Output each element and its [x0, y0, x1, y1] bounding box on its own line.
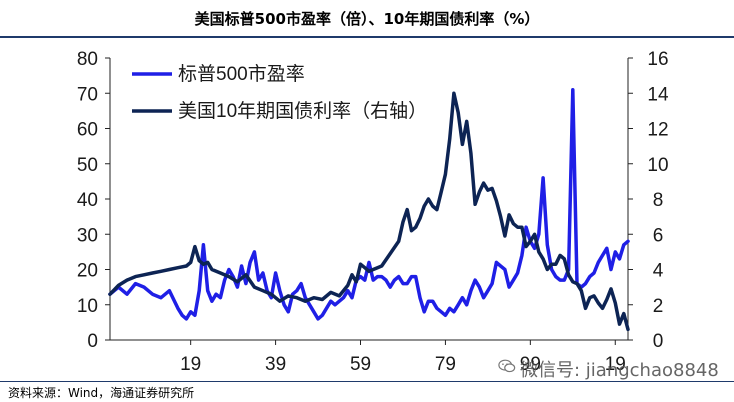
left-tick-label: 70: [77, 84, 98, 105]
chart-svg: 0 10 20 30 40 50 60 70 80 0 2 4 6 8 10 12 14 16 19 39 59 79 99…: [77, 49, 669, 375]
left-tick-label: 80: [77, 49, 98, 70]
x-tick-label: 39: [265, 354, 286, 375]
right-tick-label: 8: [653, 190, 664, 211]
chart-title-bar: 美国标普500市盈率（倍）、10年期国债利率（%）: [0, 0, 734, 38]
source-divider: [0, 381, 734, 382]
source-note: 资料来源：Wind，海通证券研究所: [8, 386, 195, 400]
x-tick-label: 19: [605, 354, 626, 375]
left-tick-label: 40: [77, 190, 98, 211]
bond-yield-line: [108, 91, 630, 332]
left-tick-label: 30: [77, 225, 98, 246]
right-tick-label: 10: [647, 155, 668, 176]
wechat-icon: [498, 359, 516, 373]
x-tick-label: 59: [350, 354, 371, 375]
legend-label: 美国10年期国债利率（右轴）: [178, 100, 427, 122]
x-tick-label: 19: [180, 354, 201, 375]
right-tick-label: 16: [647, 49, 668, 70]
left-tick-label: 60: [77, 120, 98, 141]
pe-ratio-line: [108, 87, 630, 321]
right-tick-label: 14: [647, 84, 669, 105]
right-tick-label: 2: [653, 296, 664, 317]
x-tick-label: 99: [520, 354, 541, 375]
right-tick-label: 4: [653, 261, 664, 282]
right-tick-label: 0: [653, 331, 664, 352]
chart-title: 美国标普500市盈率（倍）、10年期国债利率（%）: [194, 9, 540, 28]
left-tick-label: 20: [77, 261, 98, 282]
right-tick-label: 12: [647, 120, 668, 141]
left-tick-label: 0: [87, 331, 98, 352]
legend-label: 标普500市盈率: [178, 63, 305, 85]
chart-area: 0 10 20 30 40 50 60 70 80 0 2 4 6 8 10 12 14 16 19 39 59 79 99…: [0, 38, 734, 378]
left-tick-label: 50: [77, 155, 98, 176]
x-tick-label: 79: [435, 354, 456, 375]
right-tick-label: 6: [653, 225, 664, 246]
watermark: 微信号: jiangchao8848: [520, 360, 719, 381]
left-tick-label: 10: [77, 296, 98, 317]
